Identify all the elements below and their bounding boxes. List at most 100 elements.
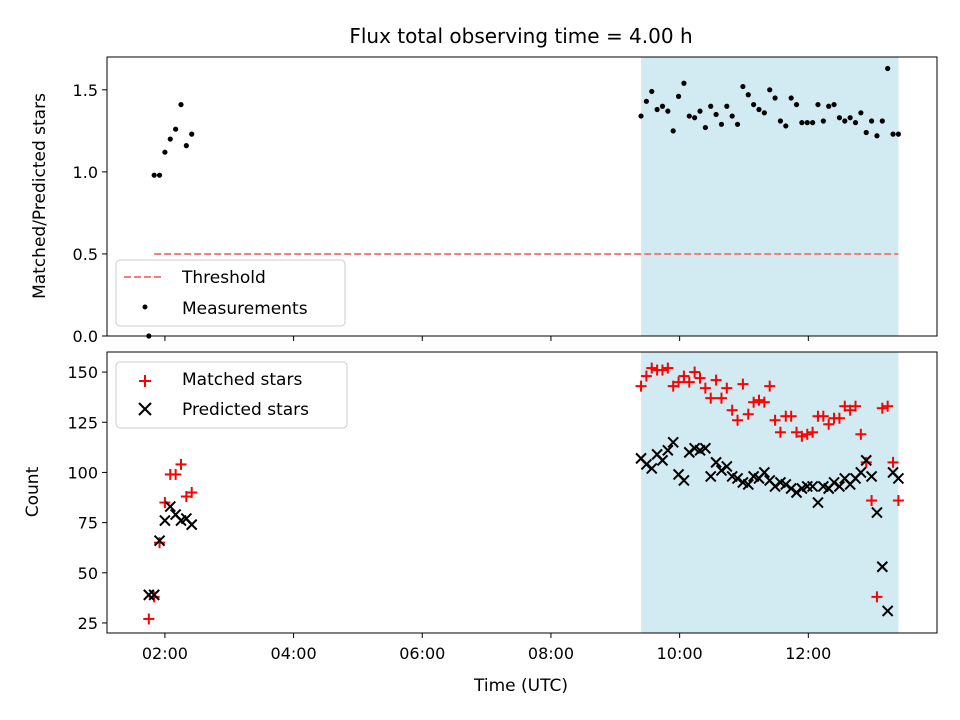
predicted-star-point bbox=[153, 534, 166, 547]
matched-star-point bbox=[726, 404, 738, 416]
predicted-star-point bbox=[812, 496, 824, 509]
measurement-point bbox=[724, 103, 730, 109]
legend-predicted-swatch bbox=[138, 402, 152, 416]
legend-predicted-label: Predicted stars bbox=[182, 400, 309, 420]
measurement-point bbox=[820, 118, 826, 124]
measurement-point bbox=[734, 121, 741, 127]
predicted-star-point bbox=[148, 589, 160, 601]
matched-star-point bbox=[850, 400, 862, 412]
y-tick-label: 0.0 bbox=[73, 327, 98, 346]
measurement-point bbox=[783, 123, 789, 129]
ratio-plot-frame bbox=[106, 56, 938, 337]
measurement-point bbox=[842, 118, 848, 124]
matched-star-point bbox=[882, 400, 894, 412]
measurement-point bbox=[686, 113, 692, 119]
predicted-star-point bbox=[833, 480, 846, 493]
matched-star-point bbox=[801, 428, 813, 440]
matched-star-point bbox=[866, 495, 878, 507]
measurement-point bbox=[718, 121, 725, 127]
measurement-point bbox=[151, 172, 157, 178]
measurement-point bbox=[649, 88, 655, 95]
matched-star-point bbox=[860, 456, 872, 468]
legend-matched-label: Matched stars bbox=[182, 370, 302, 390]
predicted-star-point bbox=[705, 470, 717, 483]
matched-star-point bbox=[646, 362, 658, 374]
matched-star-point bbox=[662, 362, 674, 374]
predicted-star-point bbox=[871, 506, 883, 519]
measurement-point bbox=[793, 101, 800, 108]
matched-star-point bbox=[186, 487, 198, 498]
matched-star-point bbox=[855, 428, 867, 440]
measurement-point bbox=[740, 83, 746, 90]
matched-star-point bbox=[673, 376, 685, 388]
matched-star-point bbox=[175, 458, 187, 470]
matched-star-point bbox=[635, 380, 647, 392]
matched-star-point bbox=[742, 408, 754, 420]
measurement-point bbox=[654, 106, 660, 113]
measurement-point bbox=[702, 124, 708, 131]
predicted-star-point bbox=[876, 561, 889, 573]
predicted-star-point bbox=[860, 454, 872, 467]
measurement-point bbox=[665, 108, 671, 114]
measurement-point bbox=[863, 129, 869, 136]
measurement-point bbox=[745, 92, 751, 98]
matched-star-point bbox=[143, 613, 155, 625]
measurement-point bbox=[810, 120, 816, 126]
predicted-star-point bbox=[678, 474, 690, 487]
x-tick-label: 02:00 bbox=[142, 644, 188, 663]
matched-star-point bbox=[705, 392, 717, 404]
matched-star-point bbox=[876, 402, 888, 414]
predicted-star-point bbox=[656, 454, 669, 467]
matched-star-point bbox=[710, 374, 722, 386]
measurement-point bbox=[713, 111, 719, 118]
matched-star-point bbox=[758, 396, 770, 408]
predicted-star-point bbox=[159, 514, 171, 527]
matched-star-point bbox=[833, 412, 845, 424]
count-y-axis-label: Count bbox=[23, 466, 43, 517]
count-legend: Matched stars Predicted stars bbox=[115, 361, 348, 429]
legend-matched-swatch bbox=[139, 375, 151, 387]
measurement-point bbox=[852, 120, 859, 126]
matched-star-point bbox=[737, 378, 749, 390]
observing-window-span-top bbox=[641, 57, 899, 336]
legend-measurements-swatch bbox=[142, 304, 148, 310]
y-tick-label: 125 bbox=[67, 413, 98, 432]
measurement-point bbox=[874, 133, 880, 139]
measurement-point bbox=[681, 80, 687, 86]
matched-star-point bbox=[699, 382, 711, 394]
measurement-point bbox=[692, 115, 698, 121]
y-tick-label: 150 bbox=[67, 363, 98, 382]
x-tick-label: 04:00 bbox=[271, 644, 317, 663]
x-tick-label: 12:00 bbox=[785, 644, 831, 663]
predicted-star-point bbox=[667, 436, 679, 449]
measurement-point bbox=[890, 131, 896, 137]
matched-star-point bbox=[774, 426, 786, 438]
measurement-point bbox=[879, 118, 885, 124]
predicted-star-point bbox=[892, 472, 905, 485]
x-tick-label: 08:00 bbox=[528, 644, 574, 663]
matched-star-point bbox=[170, 468, 182, 480]
measurement-point bbox=[761, 110, 767, 116]
y-tick-label: 1.5 bbox=[73, 81, 98, 100]
measurement-point bbox=[659, 103, 666, 109]
measurement-point bbox=[675, 93, 682, 99]
measurement-point bbox=[756, 106, 762, 113]
matched-star-point bbox=[694, 372, 706, 384]
measurement-point bbox=[799, 120, 805, 126]
predicted-star-point bbox=[881, 605, 894, 617]
matched-star-point bbox=[785, 410, 797, 422]
y-tick-label: 1.0 bbox=[73, 163, 98, 182]
measurement-point bbox=[847, 115, 853, 121]
legend-measurements-label: Measurements bbox=[182, 299, 308, 319]
matched-star-point bbox=[689, 366, 701, 378]
measurement-point bbox=[729, 113, 735, 119]
chart-title: Flux total observing time = 4.00 h bbox=[349, 24, 692, 48]
matched-star-point bbox=[887, 456, 899, 468]
predicted-star-point bbox=[742, 478, 754, 491]
measurement-point bbox=[788, 95, 794, 101]
ratio-legend: Threshold Measurements bbox=[115, 259, 346, 327]
x-axis-label: Time (UTC) bbox=[473, 676, 568, 696]
matched-star-point bbox=[753, 394, 765, 406]
matched-star-point bbox=[769, 414, 781, 426]
measurement-point bbox=[777, 118, 784, 124]
